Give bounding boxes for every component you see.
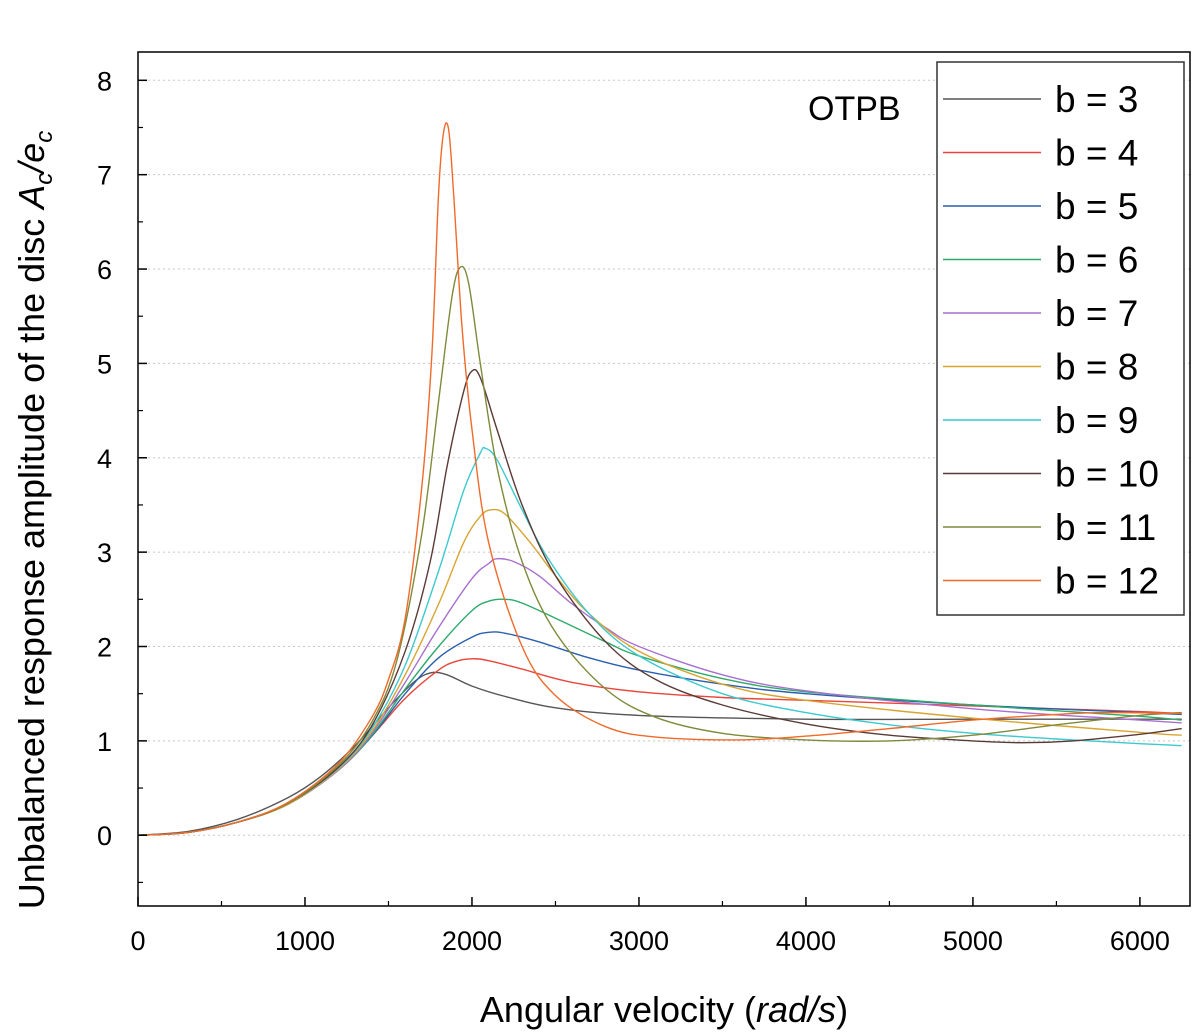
y-tick-label: 3 [97, 538, 112, 568]
y-axis-title: Unbalanced response amplitude of the dis… [11, 131, 58, 909]
legend-label: b = 6 [1055, 240, 1138, 281]
x-tick-label: 4000 [776, 926, 836, 956]
x-axis: 0 1000 2000 3000 4000 5000 6000 [130, 897, 1170, 956]
legend-label: b = 11 [1055, 507, 1156, 548]
y-tick-label: 0 [97, 821, 112, 851]
x-tick-label: 3000 [609, 926, 669, 956]
x-tick-label: 5000 [943, 926, 1003, 956]
legend-label: b = 7 [1055, 293, 1138, 334]
plot-frame [137, 51, 1191, 907]
legend-label: b = 12 [1055, 561, 1159, 602]
y-tick-label: 6 [97, 255, 112, 285]
legend-label: b = 5 [1055, 186, 1138, 227]
legend-label: b = 8 [1055, 347, 1138, 388]
legend: b = 3 b = 4 b = 5 b = 6 b = 7 b = 8 b = 9 b = 1… [936, 61, 1185, 616]
x-tick-label: 2000 [442, 926, 502, 956]
series-line-b10 [137, 368, 1182, 836]
y-tick-label: 8 [97, 66, 112, 96]
legend-label: b = 3 [1055, 79, 1138, 120]
series-group [137, 122, 1182, 836]
y-tick-label: 5 [97, 349, 112, 379]
series-line-b3 [137, 671, 1182, 836]
x-axis-title: Angular velocity (rad/s) [480, 989, 848, 1030]
x-tick-label: 1000 [275, 926, 335, 956]
legend-label: b = 4 [1055, 133, 1138, 174]
y-tick-label: 2 [97, 632, 112, 662]
y-tick-label: 1 [97, 727, 112, 757]
y-tick-label: 4 [97, 444, 112, 474]
x-tick-label: 0 [130, 926, 145, 956]
legend-box [936, 61, 1185, 616]
annotation-label: OTPB [808, 90, 901, 128]
y-axis: 0 1 2 3 4 5 6 7 8 [97, 66, 147, 884]
series-line-b11 [137, 265, 1182, 836]
series-line-b12 [137, 122, 1182, 836]
x-tick-label: 6000 [1110, 926, 1170, 956]
legend-label: b = 10 [1055, 454, 1159, 495]
legend-label: b = 9 [1055, 400, 1138, 441]
y-tick-label: 7 [97, 161, 112, 191]
